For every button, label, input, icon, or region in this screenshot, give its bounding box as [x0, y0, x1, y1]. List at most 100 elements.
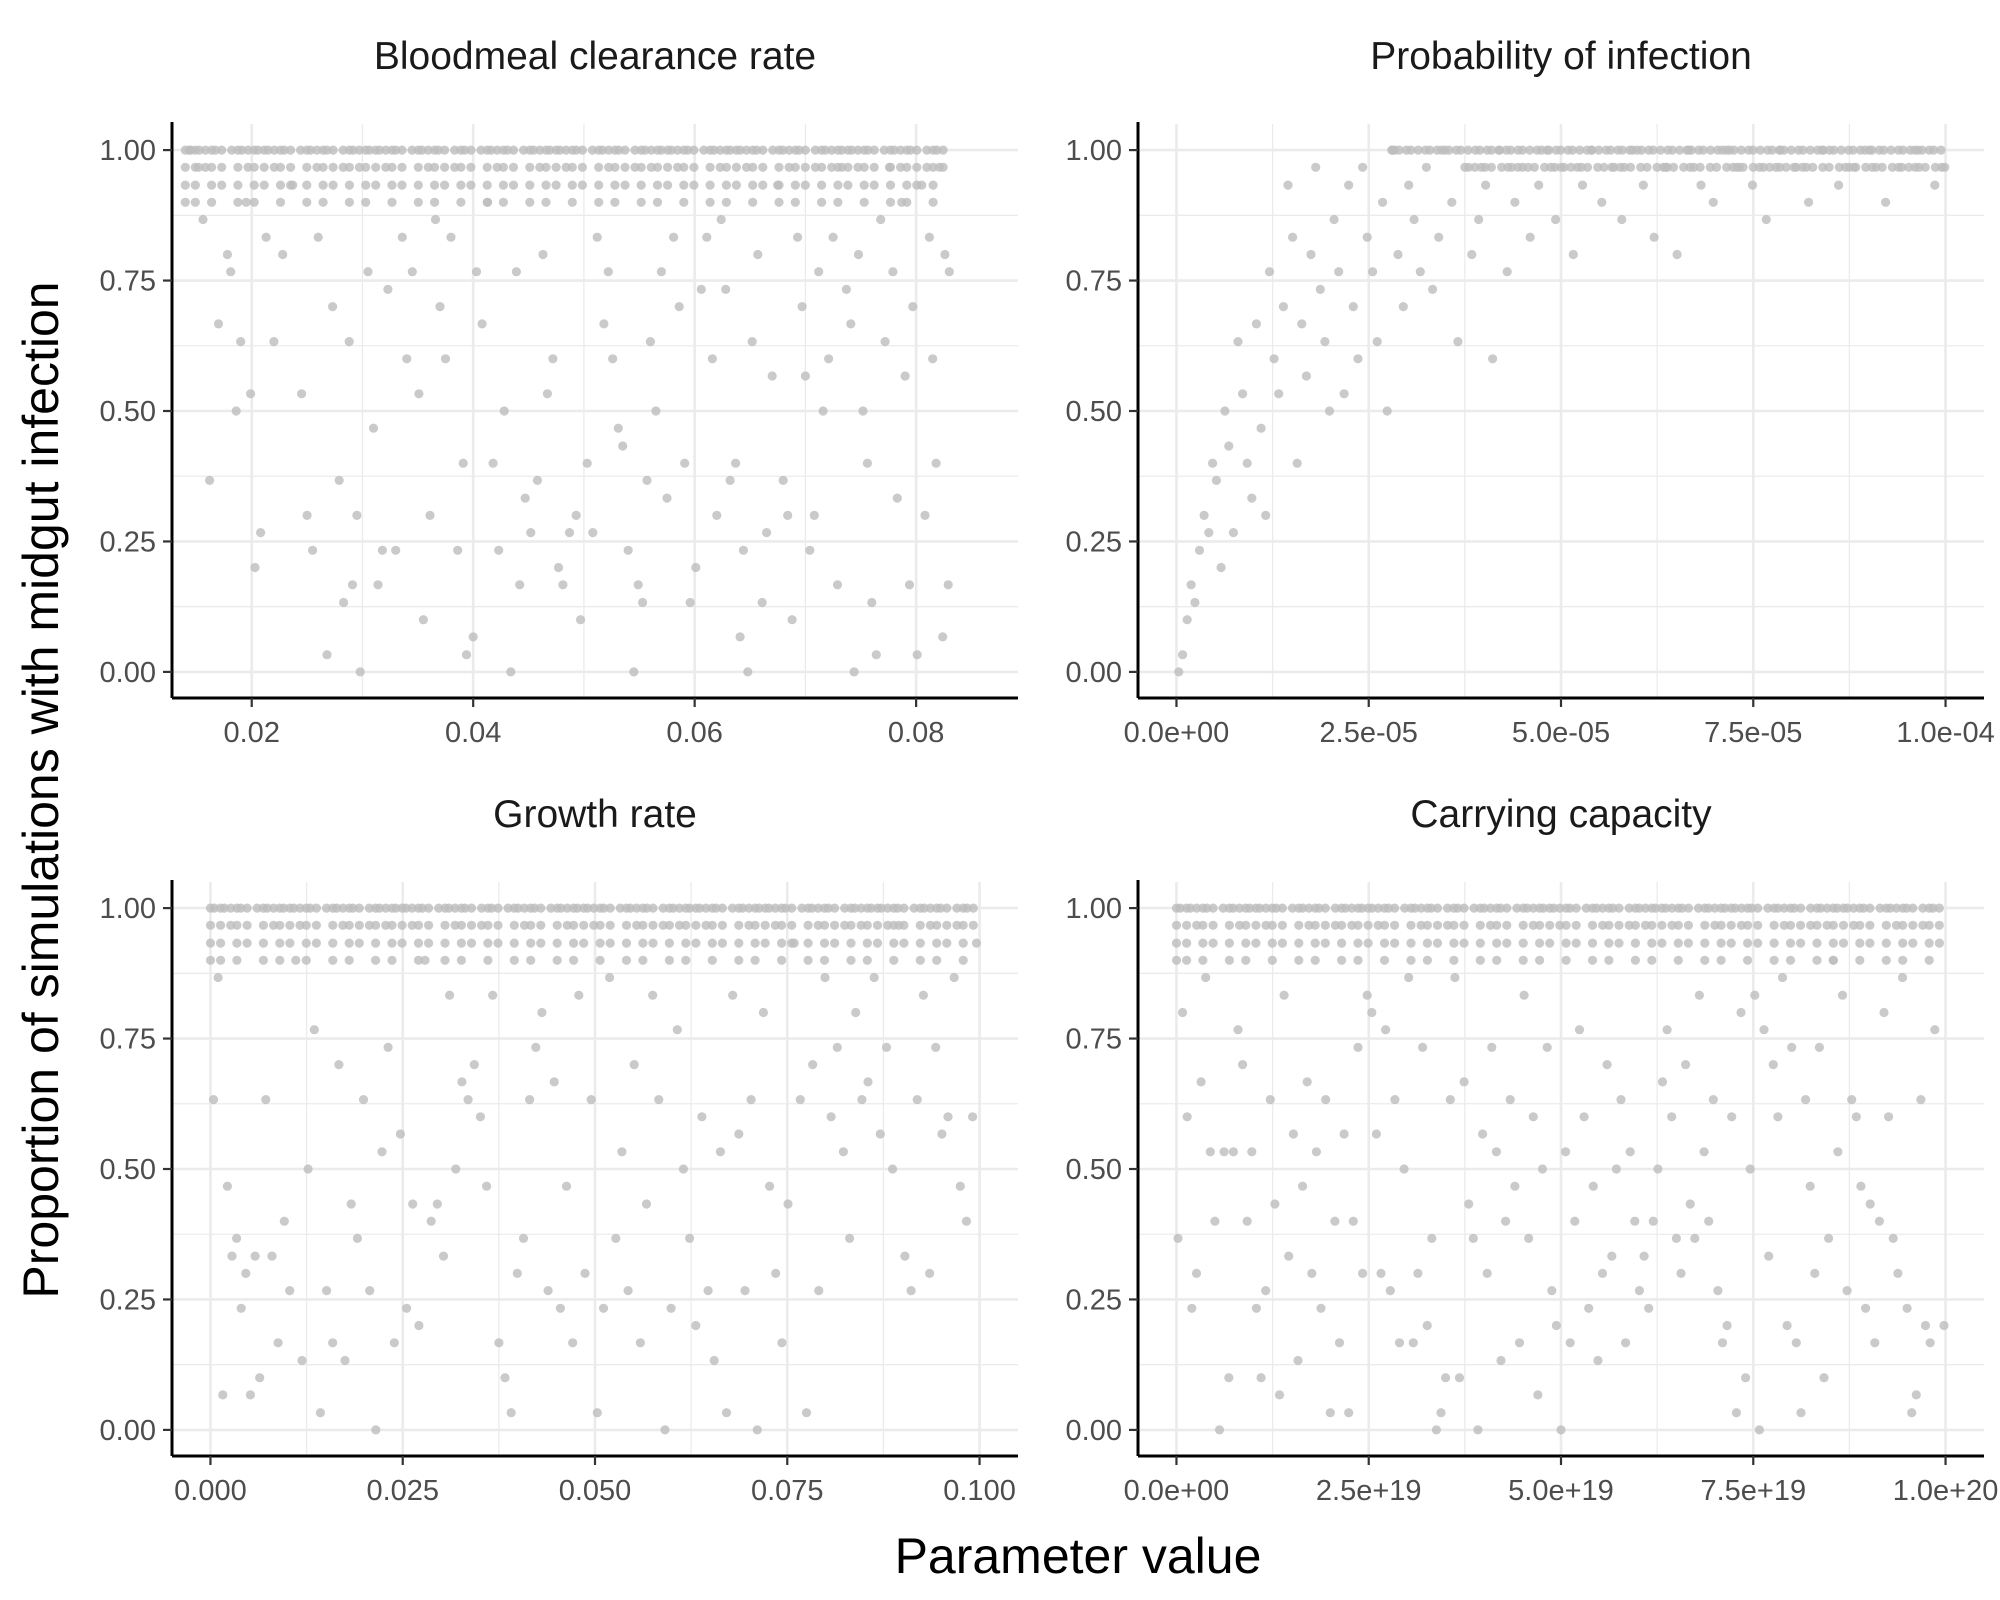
- data-point: [354, 938, 364, 948]
- data-point: [309, 1025, 319, 1035]
- data-point: [1822, 920, 1832, 930]
- data-point: [689, 162, 699, 172]
- data-point: [440, 162, 450, 172]
- data-point: [746, 1095, 756, 1105]
- data-point: [322, 1286, 332, 1296]
- panel-4: 0.00 0.25 0.50 0.75 1.00 0.0e+00 2.5e+19 5.0e+1…: [1066, 793, 1999, 1507]
- data-point: [1277, 920, 1287, 930]
- data-point: [1924, 920, 1934, 930]
- data-point: [1797, 162, 1808, 172]
- data-point: [245, 1390, 255, 1400]
- data-point: [1357, 903, 1367, 913]
- data-point: [629, 667, 639, 677]
- data-point: [1930, 1025, 1940, 1035]
- data-point: [1261, 510, 1271, 520]
- data-point: [1292, 458, 1302, 468]
- data-point: [1494, 145, 1504, 155]
- data-point: [1582, 162, 1593, 172]
- data-point: [334, 1060, 344, 1070]
- data-point: [1510, 197, 1520, 207]
- data-point: [912, 1095, 922, 1105]
- data-point: [656, 267, 667, 277]
- data-point: [1416, 920, 1426, 930]
- data-point: [275, 938, 285, 948]
- data-point: [242, 903, 252, 913]
- data-point: [748, 197, 758, 207]
- data-point: [1524, 1233, 1534, 1243]
- data-point: [358, 1095, 369, 1105]
- data-point: [1447, 197, 1457, 207]
- data-point: [232, 938, 242, 948]
- data-point: [1730, 903, 1740, 913]
- data-point: [1528, 1112, 1538, 1122]
- data-point: [1267, 955, 1277, 965]
- data-point: [778, 145, 788, 155]
- data-point: [305, 903, 315, 913]
- data-point: [477, 920, 487, 930]
- data-point: [1676, 1268, 1686, 1278]
- data-point: [705, 197, 715, 207]
- x-tick-label: 7.5e+19: [1700, 1475, 1806, 1507]
- data-point: [552, 938, 562, 948]
- data-point: [1379, 938, 1390, 948]
- data-point: [1644, 145, 1654, 155]
- y-tick-label: 0.50: [100, 1154, 156, 1186]
- data-point: [446, 232, 456, 242]
- data-point: [498, 180, 508, 190]
- data-point: [620, 162, 630, 172]
- data-point: [747, 337, 757, 347]
- data-point: [1334, 267, 1344, 277]
- data-point: [872, 938, 883, 948]
- data-point: [1470, 145, 1480, 155]
- data-point: [262, 903, 272, 913]
- x-tick-label: 1.0e-04: [1896, 717, 1994, 749]
- data-point: [328, 955, 338, 965]
- data-point: [856, 920, 866, 930]
- data-point: [790, 197, 800, 207]
- data-point: [561, 162, 571, 172]
- data-point: [1485, 903, 1496, 913]
- data-point: [1513, 162, 1523, 172]
- data-point: [1865, 920, 1875, 930]
- data-point: [1278, 302, 1288, 312]
- data-point: [840, 903, 850, 913]
- data-point: [774, 197, 784, 207]
- data-point: [1185, 903, 1195, 913]
- data-point: [291, 955, 301, 965]
- data-point: [1431, 1425, 1441, 1435]
- data-point: [1463, 145, 1473, 155]
- data-point: [576, 615, 586, 625]
- data-point: [1382, 406, 1392, 416]
- data-point: [1667, 920, 1677, 930]
- data-point: [623, 1286, 633, 1296]
- data-point: [1574, 1025, 1585, 1035]
- data-point: [744, 903, 754, 913]
- data-point: [1538, 903, 1548, 913]
- data-point: [889, 955, 899, 965]
- data-point: [383, 1042, 393, 1052]
- data-point: [1475, 938, 1485, 948]
- data-point: [456, 920, 466, 930]
- data-point: [587, 145, 598, 155]
- data-point: [1591, 903, 1601, 913]
- data-point: [1677, 903, 1687, 913]
- data-point: [1459, 938, 1469, 948]
- data-point: [837, 145, 847, 155]
- x-tick-label: 1.0e+20: [1893, 1475, 1999, 1507]
- data-point: [401, 903, 411, 913]
- data-point: [1624, 903, 1634, 913]
- data-point: [1233, 337, 1243, 347]
- data-point: [1713, 145, 1723, 155]
- data-point: [1647, 920, 1657, 930]
- data-point: [1904, 162, 1914, 172]
- data-point: [556, 903, 566, 913]
- data-point: [397, 180, 407, 190]
- data-point: [344, 337, 354, 347]
- data-point: [685, 903, 695, 913]
- data-point: [488, 458, 498, 468]
- data-point: [1842, 903, 1852, 913]
- data-point: [503, 903, 513, 913]
- data-point: [301, 920, 311, 930]
- data-point: [1432, 938, 1443, 948]
- data-point: [906, 1286, 916, 1296]
